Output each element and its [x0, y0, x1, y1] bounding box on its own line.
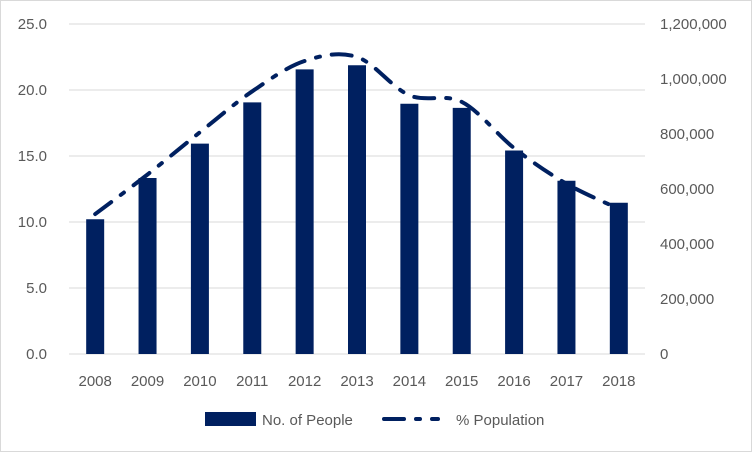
- bar-series: [86, 65, 628, 354]
- bar-2011: [243, 102, 262, 354]
- bar-2009: [138, 178, 157, 354]
- x-axis-tick-label: 2016: [497, 373, 530, 390]
- x-axis-ticks: 2008 2009 2010 2011 2012 2013 2014 2015 2016 2017…: [78, 373, 635, 390]
- bar-2008: [86, 219, 105, 354]
- x-axis-tick-label: 2012: [288, 373, 321, 390]
- x-axis-tick-label: 2018: [602, 373, 635, 390]
- left-axis-tick-label: 25.0: [18, 16, 47, 33]
- legend-bar-swatch: [205, 412, 256, 426]
- legend-line-label: % Population: [456, 412, 544, 429]
- x-axis-tick-label: 2010: [183, 373, 216, 390]
- left-axis-tick-label: 0.0: [26, 346, 47, 363]
- left-axis-tick-label: 5.0: [26, 280, 47, 297]
- x-axis-tick-label: 2008: [78, 373, 111, 390]
- left-axis-tick-label: 15.0: [18, 148, 47, 165]
- line-series: [93, 52, 621, 217]
- x-axis-tick-label: 2017: [550, 373, 583, 390]
- population-line: [93, 52, 621, 217]
- bar-2013: [348, 65, 366, 354]
- right-axis-tick-label: 600,000: [660, 181, 714, 198]
- bar-2018: [609, 202, 628, 354]
- left-axis-tick-label: 10.0: [18, 214, 47, 231]
- right-axis-tick-label: 1,200,000: [660, 16, 727, 33]
- legend-bar-label: No. of People: [262, 412, 353, 429]
- bar-2014: [400, 103, 419, 354]
- bar-2016: [505, 150, 524, 354]
- right-axis-tick-label: 1,000,000: [660, 71, 727, 88]
- left-axis-ticks: 0.0 5.0 10.0 15.0 20.0 25.0: [18, 16, 47, 363]
- bar-2010: [190, 143, 209, 354]
- x-axis-tick-label: 2009: [131, 373, 164, 390]
- x-axis-tick-label: 2013: [340, 373, 373, 390]
- bar-2017: [557, 180, 576, 354]
- bar-2012: [295, 69, 314, 354]
- legend: No. of People % Population: [205, 412, 544, 429]
- x-axis-tick-label: 2011: [236, 373, 268, 390]
- x-axis-tick-label: 2015: [445, 373, 478, 390]
- right-axis-ticks: 0 200,000 400,000 600,000 800,000 1,000,000 1,…: [660, 16, 727, 363]
- right-axis-tick-label: 0: [660, 346, 668, 363]
- right-axis-tick-label: 400,000: [660, 236, 714, 253]
- left-axis-tick-label: 20.0: [18, 82, 47, 99]
- right-axis-tick-label: 800,000: [660, 126, 714, 143]
- bar-2015: [452, 107, 471, 354]
- right-axis-tick-label: 200,000: [660, 291, 714, 308]
- x-axis-tick-label: 2014: [393, 373, 426, 390]
